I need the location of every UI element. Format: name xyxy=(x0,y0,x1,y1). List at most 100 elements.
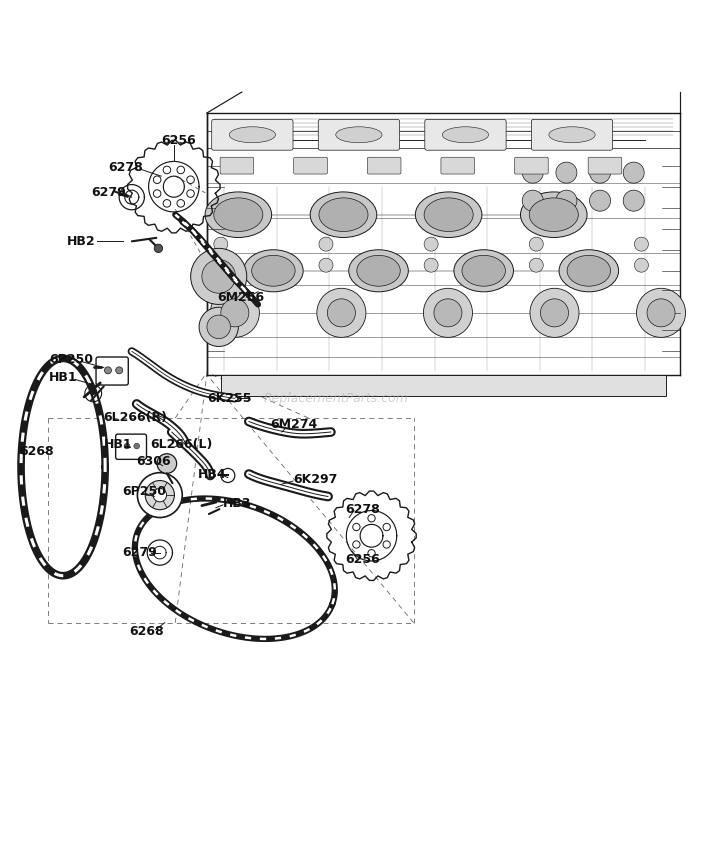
Text: 6L266(R): 6L266(R) xyxy=(104,411,168,424)
FancyBboxPatch shape xyxy=(220,157,254,174)
Circle shape xyxy=(199,307,238,347)
Ellipse shape xyxy=(336,127,382,143)
Circle shape xyxy=(424,237,438,251)
Circle shape xyxy=(556,162,577,183)
Circle shape xyxy=(145,480,175,510)
Circle shape xyxy=(327,299,355,327)
Circle shape xyxy=(186,176,194,184)
Ellipse shape xyxy=(549,127,595,143)
Circle shape xyxy=(424,258,438,272)
Text: 6L266(L): 6L266(L) xyxy=(151,438,213,451)
FancyBboxPatch shape xyxy=(441,157,475,174)
Text: HB1: HB1 xyxy=(49,371,78,384)
Circle shape xyxy=(556,190,577,211)
Text: 6268: 6268 xyxy=(20,445,54,458)
Circle shape xyxy=(104,367,111,374)
Ellipse shape xyxy=(454,250,514,292)
Circle shape xyxy=(529,237,543,251)
Circle shape xyxy=(540,299,569,327)
Circle shape xyxy=(154,176,161,184)
Text: 6279: 6279 xyxy=(123,546,158,559)
Circle shape xyxy=(353,541,360,548)
Text: 6K297: 6K297 xyxy=(293,473,337,486)
Text: 6256: 6256 xyxy=(345,553,380,566)
Circle shape xyxy=(134,443,139,449)
Circle shape xyxy=(157,454,177,473)
Circle shape xyxy=(202,259,236,293)
FancyBboxPatch shape xyxy=(515,157,548,174)
Ellipse shape xyxy=(559,250,619,292)
Circle shape xyxy=(319,258,333,272)
Circle shape xyxy=(634,258,648,272)
Text: 6M274: 6M274 xyxy=(270,418,317,432)
Text: 6278: 6278 xyxy=(109,161,144,173)
FancyBboxPatch shape xyxy=(294,157,327,174)
Ellipse shape xyxy=(229,127,275,143)
FancyBboxPatch shape xyxy=(96,357,128,385)
Circle shape xyxy=(590,162,611,183)
Ellipse shape xyxy=(214,198,263,231)
Circle shape xyxy=(530,288,579,337)
Circle shape xyxy=(434,299,462,327)
Circle shape xyxy=(153,489,167,501)
Circle shape xyxy=(191,248,247,304)
Ellipse shape xyxy=(310,192,377,237)
Text: 6278: 6278 xyxy=(345,502,380,516)
Circle shape xyxy=(423,288,472,337)
Ellipse shape xyxy=(462,255,505,286)
Text: 6M256: 6M256 xyxy=(217,291,264,304)
Circle shape xyxy=(116,367,123,374)
Circle shape xyxy=(163,200,171,207)
Text: 6K255: 6K255 xyxy=(207,392,252,405)
Circle shape xyxy=(590,190,611,211)
Ellipse shape xyxy=(442,127,489,143)
Circle shape xyxy=(319,237,333,251)
Text: 6P250: 6P250 xyxy=(49,353,93,366)
Ellipse shape xyxy=(567,255,611,286)
Circle shape xyxy=(353,524,360,530)
Ellipse shape xyxy=(244,250,303,292)
Circle shape xyxy=(647,299,675,327)
Circle shape xyxy=(137,473,182,518)
FancyBboxPatch shape xyxy=(588,157,622,174)
Ellipse shape xyxy=(357,255,400,286)
Circle shape xyxy=(177,166,184,173)
Circle shape xyxy=(623,162,644,183)
Text: HB1: HB1 xyxy=(104,438,132,451)
Ellipse shape xyxy=(252,255,295,286)
Circle shape xyxy=(529,258,543,272)
Circle shape xyxy=(317,288,366,337)
Circle shape xyxy=(214,237,228,251)
FancyBboxPatch shape xyxy=(367,157,401,174)
Ellipse shape xyxy=(205,192,272,237)
Text: 6268: 6268 xyxy=(130,626,164,638)
Circle shape xyxy=(368,514,375,522)
FancyBboxPatch shape xyxy=(116,434,147,459)
FancyBboxPatch shape xyxy=(212,119,293,150)
Polygon shape xyxy=(221,375,666,395)
Ellipse shape xyxy=(424,198,473,231)
Circle shape xyxy=(154,244,163,252)
Text: 6306: 6306 xyxy=(137,455,171,468)
Circle shape xyxy=(221,299,249,327)
Circle shape xyxy=(214,258,228,272)
Circle shape xyxy=(177,200,184,207)
Circle shape xyxy=(207,315,231,338)
Ellipse shape xyxy=(349,250,408,292)
Circle shape xyxy=(383,541,390,548)
Circle shape xyxy=(522,162,543,183)
Ellipse shape xyxy=(529,198,578,231)
Text: HB4: HB4 xyxy=(198,468,226,480)
FancyBboxPatch shape xyxy=(318,119,400,150)
Ellipse shape xyxy=(319,198,368,231)
Circle shape xyxy=(186,190,194,197)
Text: 6279: 6279 xyxy=(91,186,126,199)
Circle shape xyxy=(637,288,686,337)
FancyBboxPatch shape xyxy=(425,119,506,150)
Text: 6256: 6256 xyxy=(161,134,196,147)
Text: HB3: HB3 xyxy=(223,497,252,510)
Text: ReplacementParts.com: ReplacementParts.com xyxy=(264,392,409,405)
Circle shape xyxy=(210,288,259,337)
Text: HB2: HB2 xyxy=(67,235,95,248)
Circle shape xyxy=(383,524,390,530)
